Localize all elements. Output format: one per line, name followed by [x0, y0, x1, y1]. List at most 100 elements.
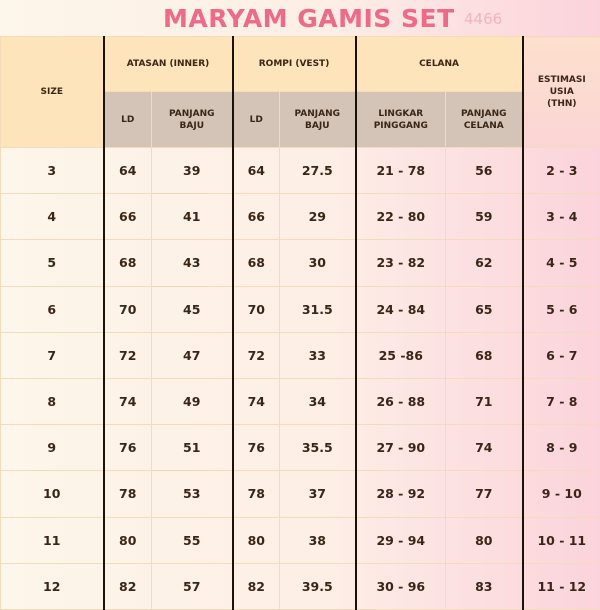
cell-size: 6: [1, 286, 104, 332]
cell-atasan-ld: 68: [104, 240, 152, 286]
product-code: 4466: [464, 10, 502, 28]
cell-atasan-ld: 72: [104, 332, 152, 378]
cell-estimasi-usia: 10 - 11: [523, 517, 600, 563]
cell-lingkar-pinggang: 21 - 78: [356, 148, 446, 194]
cell-estimasi-usia: 6 - 7: [523, 332, 600, 378]
cell-rompi-panjang-baju: 33: [280, 332, 356, 378]
cell-lingkar-pinggang: 30 - 96: [356, 563, 446, 609]
cell-atasan-panjang-baju: 49: [152, 378, 233, 424]
cell-atasan-ld: 66: [104, 194, 152, 240]
header-rompi: ROMPI (VEST): [233, 37, 356, 92]
subheader-rompi-ld: LD: [233, 92, 280, 148]
cell-atasan-panjang-baju: 55: [152, 517, 233, 563]
cell-rompi-panjang-baju: 27.5: [280, 148, 356, 194]
cell-rompi-panjang-baju: 34: [280, 378, 356, 424]
cell-estimasi-usia: 5 - 6: [523, 286, 600, 332]
cell-panjang-celana: 80: [446, 517, 523, 563]
cell-rompi-panjang-baju: 35.5: [280, 425, 356, 471]
subheader-panjang-celana: PANJANG CELANA: [446, 92, 523, 148]
cell-panjang-celana: 71: [446, 378, 523, 424]
cell-atasan-panjang-baju: 43: [152, 240, 233, 286]
cell-rompi-panjang-baju: 30: [280, 240, 356, 286]
cell-estimasi-usia: 7 - 8: [523, 378, 600, 424]
cell-atasan-panjang-baju: 47: [152, 332, 233, 378]
cell-atasan-panjang-baju: 51: [152, 425, 233, 471]
cell-panjang-celana: 77: [446, 471, 523, 517]
subheader-lingkar-pinggang: LINGKAR PINGGANG: [356, 92, 446, 148]
cell-panjang-celana: 62: [446, 240, 523, 286]
cell-rompi-panjang-baju: 37: [280, 471, 356, 517]
subheader-rompi-panjang-baju: PANJANG BAJU: [280, 92, 356, 148]
cell-rompi-panjang-baju: 29: [280, 194, 356, 240]
cell-rompi-panjang-baju: 31.5: [280, 286, 356, 332]
header-atasan: ATASAN (INNER): [104, 37, 233, 92]
header-celana: CELANA: [356, 37, 523, 92]
cell-atasan-panjang-baju: 45: [152, 286, 233, 332]
header-estimasi-usia: ESTIMASI USIA (THN): [523, 37, 600, 148]
cell-atasan-ld: 76: [104, 425, 152, 471]
cell-lingkar-pinggang: 27 - 90: [356, 425, 446, 471]
cell-atasan-panjang-baju: 57: [152, 563, 233, 609]
cell-atasan-ld: 74: [104, 378, 152, 424]
cell-estimasi-usia: 2 - 3: [523, 148, 600, 194]
cell-rompi-ld: 66: [233, 194, 280, 240]
cell-size: 4: [1, 194, 104, 240]
cell-size: 5: [1, 240, 104, 286]
cell-rompi-ld: 78: [233, 471, 280, 517]
header-size: SIZE: [1, 37, 104, 148]
cell-rompi-ld: 72: [233, 332, 280, 378]
cell-size: 9: [1, 425, 104, 471]
cell-rompi-panjang-baju: 39.5: [280, 563, 356, 609]
cell-lingkar-pinggang: 24 - 84: [356, 286, 446, 332]
cell-lingkar-pinggang: 29 - 94: [356, 517, 446, 563]
cell-atasan-ld: 82: [104, 563, 152, 609]
page-title: MARYAM GAMIS SET: [163, 4, 455, 33]
subheader-atasan-panjang-baju: PANJANG BAJU: [152, 92, 233, 148]
cell-size: 7: [1, 332, 104, 378]
cell-atasan-panjang-baju: 53: [152, 471, 233, 517]
cell-size: 10: [1, 471, 104, 517]
cell-atasan-panjang-baju: 41: [152, 194, 233, 240]
cell-size: 12: [1, 563, 104, 609]
cell-size: 11: [1, 517, 104, 563]
cell-panjang-celana: 83: [446, 563, 523, 609]
cell-estimasi-usia: 8 - 9: [523, 425, 600, 471]
cell-size: 3: [1, 148, 104, 194]
cell-rompi-ld: 80: [233, 517, 280, 563]
cell-atasan-panjang-baju: 39: [152, 148, 233, 194]
cell-lingkar-pinggang: 28 - 92: [356, 471, 446, 517]
cell-panjang-celana: 59: [446, 194, 523, 240]
cell-lingkar-pinggang: 25 -86: [356, 332, 446, 378]
cell-panjang-celana: 56: [446, 148, 523, 194]
cell-rompi-ld: 74: [233, 378, 280, 424]
cell-size: 8: [1, 378, 104, 424]
cell-rompi-ld: 82: [233, 563, 280, 609]
cell-rompi-ld: 76: [233, 425, 280, 471]
cell-panjang-celana: 68: [446, 332, 523, 378]
cell-lingkar-pinggang: 22 - 80: [356, 194, 446, 240]
cell-lingkar-pinggang: 26 - 88: [356, 378, 446, 424]
cell-atasan-ld: 78: [104, 471, 152, 517]
cell-lingkar-pinggang: 23 - 82: [356, 240, 446, 286]
cell-rompi-panjang-baju: 38: [280, 517, 356, 563]
cell-panjang-celana: 65: [446, 286, 523, 332]
title-bar: MARYAM GAMIS SET 4466: [0, 0, 600, 38]
cell-atasan-ld: 80: [104, 517, 152, 563]
cell-rompi-ld: 70: [233, 286, 280, 332]
cell-estimasi-usia: 9 - 10: [523, 471, 600, 517]
cell-rompi-ld: 68: [233, 240, 280, 286]
cell-estimasi-usia: 3 - 4: [523, 194, 600, 240]
size-chart-table: SIZE ATASAN (INNER) ROMPI (VEST) CELANA …: [0, 36, 600, 610]
cell-atasan-ld: 64: [104, 148, 152, 194]
subheader-atasan-ld: LD: [104, 92, 152, 148]
